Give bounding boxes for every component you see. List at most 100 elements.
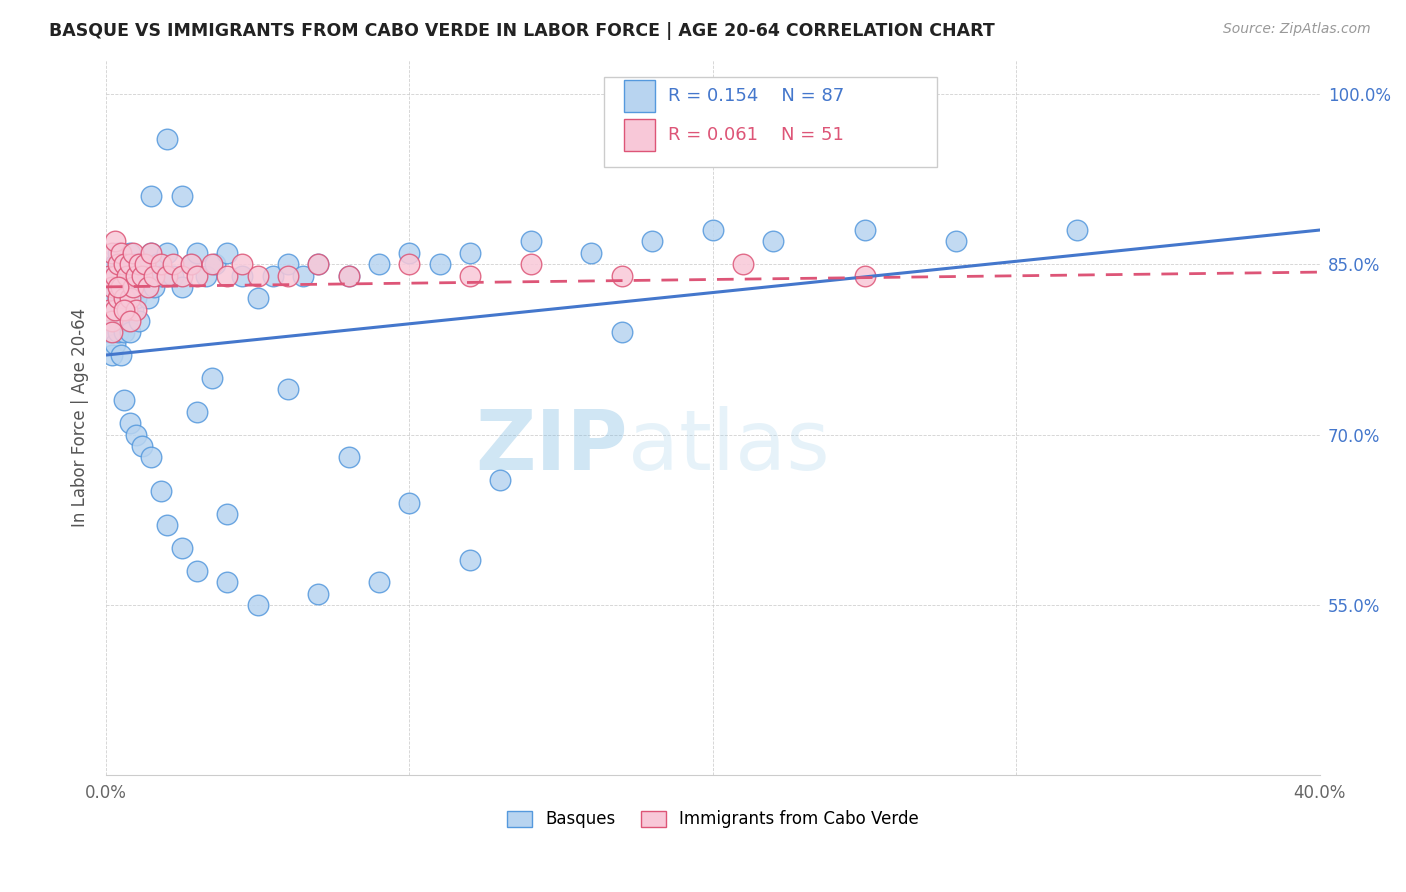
Point [155,268,177,283]
Point [120,257,142,271]
Point [519,257,541,271]
Point [186,245,208,260]
Point [733,257,755,271]
Text: R = 0.061    N = 51: R = 0.061 N = 51 [668,126,844,144]
Point [101,245,124,260]
Point [143,268,166,283]
Point [277,257,299,271]
Text: BASQUE VS IMMIGRANTS FROM CABO VERDE IN LABOR FORCE | AGE 20-64 CORRELATION CHAR: BASQUE VS IMMIGRANTS FROM CABO VERDE IN … [49,22,995,40]
Point [120,314,142,328]
Point [134,257,156,271]
Point [112,257,135,271]
Point [489,473,512,487]
Point [277,268,299,283]
Point [128,268,150,283]
Point [204,257,226,271]
Point [307,257,329,271]
Point [101,268,124,283]
Point [110,245,132,260]
Text: R = 0.154    N = 87: R = 0.154 N = 87 [668,87,844,105]
Point [120,245,142,260]
Point [125,257,148,271]
Point [277,382,299,396]
Point [155,245,177,260]
FancyBboxPatch shape [624,119,655,151]
Point [101,314,124,328]
Point [231,257,253,271]
Point [762,235,785,249]
Point [162,257,184,271]
Point [107,280,129,294]
Point [107,245,129,260]
Point [104,268,127,283]
Point [231,268,253,283]
Point [170,268,193,283]
Point [107,291,129,305]
Point [186,268,208,283]
Point [104,257,127,271]
Point [128,314,150,328]
Point [125,302,148,317]
Point [131,280,153,294]
Point [104,302,127,317]
Point [107,257,129,271]
Point [110,280,132,294]
Text: Source: ZipAtlas.com: Source: ZipAtlas.com [1223,22,1371,37]
Point [128,257,150,271]
Point [149,268,172,283]
Point [581,245,603,260]
Point [115,314,138,328]
Point [141,450,163,465]
Point [146,257,169,271]
Point [125,427,148,442]
Point [170,189,193,203]
Point [138,280,160,294]
Point [368,575,391,590]
Point [122,280,145,294]
Point [398,245,420,260]
Point [101,348,124,362]
Point [149,484,172,499]
Point [217,245,239,260]
Point [246,291,269,305]
Point [141,245,163,260]
Point [97,291,120,305]
Point [217,268,239,283]
Point [170,541,193,556]
Point [122,245,145,260]
Point [97,268,120,283]
Point [1066,223,1088,237]
Point [101,280,124,294]
Point [138,291,160,305]
Point [149,257,172,271]
Point [262,268,284,283]
Point [170,280,193,294]
Point [217,575,239,590]
Point [458,268,481,283]
Point [853,223,876,237]
Point [112,291,135,305]
Point [337,268,360,283]
Point [186,564,208,578]
Point [398,257,420,271]
Point [107,326,129,340]
Point [125,291,148,305]
Point [101,326,124,340]
Point [112,291,135,305]
Point [429,257,451,271]
Point [702,223,724,237]
Point [458,552,481,566]
Point [104,235,127,249]
Point [110,302,132,317]
Point [641,235,664,249]
Point [307,587,329,601]
Point [195,268,218,283]
Text: atlas: atlas [628,406,830,487]
Point [610,326,633,340]
Point [143,280,166,294]
Point [141,245,163,260]
Point [107,291,129,305]
Point [122,268,145,283]
Point [120,291,142,305]
Point [101,314,124,328]
